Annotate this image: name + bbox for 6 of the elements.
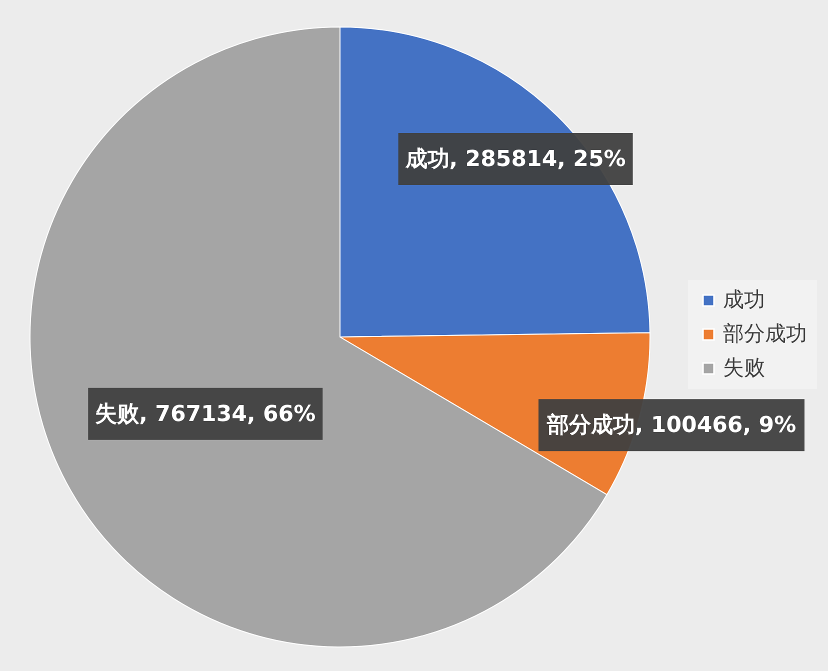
legend-label: 成功 bbox=[723, 288, 765, 312]
data-label: 部分成功, 100466, 9% bbox=[546, 412, 796, 438]
data-label: 失败, 767134, 66% bbox=[95, 402, 316, 427]
data-label: 成功, 285814, 25% bbox=[404, 147, 626, 172]
legend-label: 失败 bbox=[723, 356, 765, 380]
legend-label: 部分成功 bbox=[723, 322, 807, 346]
